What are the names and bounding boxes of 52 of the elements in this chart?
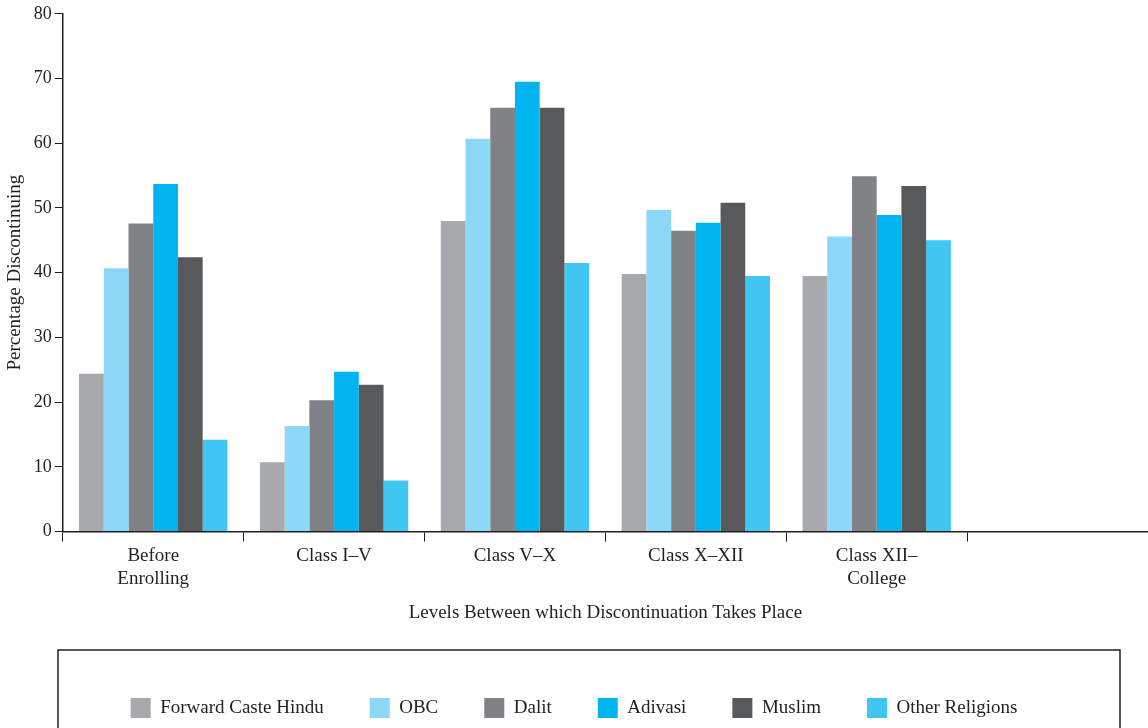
bar bbox=[153, 184, 178, 532]
bar bbox=[128, 223, 154, 532]
y-tick-label: 40 bbox=[33, 261, 52, 282]
x-tick-label: Class V–X bbox=[473, 543, 557, 565]
bar bbox=[440, 220, 466, 532]
x-tick-label: Class X–XII bbox=[648, 543, 744, 565]
bar bbox=[621, 274, 647, 532]
legend-label: Adivasi bbox=[627, 695, 687, 717]
bar bbox=[802, 275, 828, 532]
y-tick-label: 10 bbox=[33, 455, 52, 476]
bar bbox=[827, 236, 852, 532]
y-tick-label: 80 bbox=[33, 2, 52, 23]
bar bbox=[490, 107, 515, 532]
bar bbox=[79, 373, 104, 532]
bar bbox=[539, 107, 565, 532]
x-tick-label: Class XII–College bbox=[835, 543, 919, 588]
bar bbox=[926, 240, 951, 532]
bar bbox=[745, 275, 770, 532]
y-tick-label: 50 bbox=[33, 196, 52, 217]
bar bbox=[564, 262, 590, 532]
bar bbox=[514, 81, 540, 532]
bar bbox=[177, 257, 203, 532]
bar bbox=[383, 480, 409, 532]
y-tick-label: 20 bbox=[33, 390, 52, 411]
bar bbox=[671, 230, 696, 532]
bar bbox=[284, 426, 310, 532]
bar bbox=[720, 202, 746, 532]
legend-label: Muslim bbox=[761, 695, 822, 717]
bar bbox=[646, 209, 672, 532]
legend-label: OBC bbox=[399, 695, 439, 717]
x-tick-label: Class I–V bbox=[296, 543, 373, 565]
bar bbox=[695, 222, 721, 532]
bar bbox=[334, 371, 359, 532]
bar bbox=[851, 176, 877, 532]
bar bbox=[465, 138, 491, 532]
bar bbox=[358, 384, 384, 532]
y-tick-label: 70 bbox=[33, 67, 52, 88]
y-tick-label: 60 bbox=[33, 131, 52, 152]
bar bbox=[876, 215, 902, 532]
bar bbox=[103, 268, 129, 532]
legend-label: Dalit bbox=[513, 695, 553, 717]
bar bbox=[202, 439, 228, 532]
bar bbox=[259, 462, 285, 532]
legend-label: Other Religions bbox=[896, 695, 1018, 717]
x-axis-title: Levels Between which Discontinuation Takes Place bbox=[408, 600, 803, 622]
y-tick-label: 30 bbox=[33, 326, 52, 347]
x-tick-label: Before Enrolling bbox=[117, 543, 190, 588]
legend-label: Forward Caste Hindu bbox=[160, 695, 325, 717]
bar bbox=[309, 400, 335, 532]
bar bbox=[901, 185, 927, 532]
y-tick-label: 0 bbox=[42, 520, 52, 541]
y-axis-title: Percentage Discontinuing bbox=[3, 174, 25, 371]
